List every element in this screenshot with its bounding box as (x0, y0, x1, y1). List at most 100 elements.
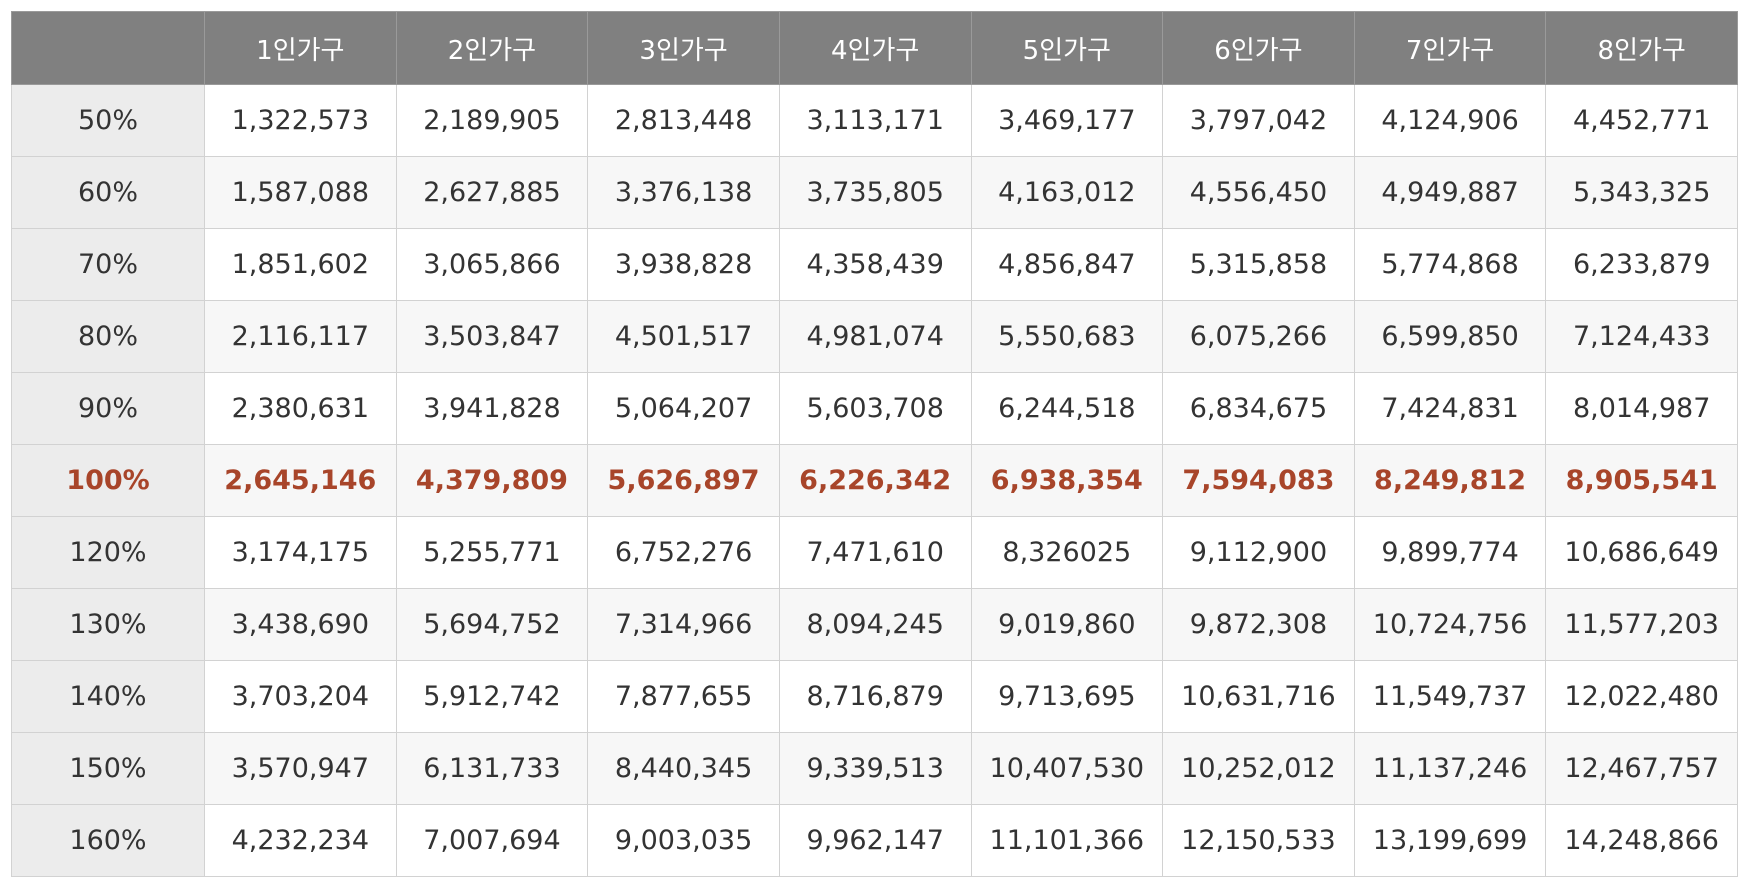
value-cell: 11,101,366 (970, 804, 1164, 877)
value-cell: 5,774,868 (1353, 228, 1547, 301)
table-row: 100% 2,645,146 4,379,809 5,626,897 6,226,342… (11, 444, 1738, 517)
row-label-cell: 100% (11, 444, 205, 517)
value-cell: 3,438,690 (204, 588, 397, 661)
table-body: 50% 1,322,573 2,189,905 2,813,448 3,113,171 3… (11, 84, 1738, 877)
value-cell: 10,407,530 (970, 732, 1164, 805)
value-cell: 7,424,831 (1353, 372, 1547, 445)
table-row: 120% 3,174,175 5,255,771 6,752,276 7,471,610… (11, 516, 1738, 589)
value-cell: 9,339,513 (778, 732, 972, 805)
header-row: 1인가구 2인가구 3인가구 4인가구 5인가구 6인가구 7인가구 8인가구 (11, 11, 1738, 85)
column-header-5: 5인가구 (970, 11, 1164, 85)
value-cell: 2,116,117 (204, 300, 397, 373)
table-row: 70% 1,851,602 3,065,866 3,938,828 4,358,439 4… (11, 228, 1738, 301)
value-cell: 6,075,266 (1162, 300, 1355, 373)
value-cell: 10,252,012 (1162, 732, 1355, 805)
row-label-cell: 160% (11, 804, 205, 877)
value-cell: 11,577,203 (1545, 588, 1738, 661)
value-cell: 3,376,138 (587, 156, 780, 229)
value-cell: 9,962,147 (778, 804, 972, 877)
column-header-8: 8인가구 (1545, 11, 1738, 85)
value-cell: 8,326025 (970, 516, 1164, 589)
value-cell: 4,949,887 (1353, 156, 1547, 229)
value-cell: 8,905,541 (1545, 444, 1738, 517)
value-cell: 5,550,683 (970, 300, 1164, 373)
table-row: 50% 1,322,573 2,189,905 2,813,448 3,113,171 3… (11, 84, 1738, 157)
value-cell: 2,813,448 (587, 84, 780, 157)
value-cell: 4,232,234 (204, 804, 397, 877)
column-header-7: 7인가구 (1353, 11, 1547, 85)
column-header-2: 2인가구 (395, 11, 589, 85)
value-cell: 3,735,805 (778, 156, 972, 229)
value-cell: 5,255,771 (395, 516, 589, 589)
value-cell: 9,003,035 (587, 804, 780, 877)
row-label-cell: 150% (11, 732, 205, 805)
value-cell: 9,872,308 (1162, 588, 1355, 661)
value-cell: 5,626,897 (587, 444, 780, 517)
value-cell: 4,501,517 (587, 300, 780, 373)
table-row: 150% 3,570,947 6,131,733 8,440,345 9,339,513… (11, 732, 1738, 805)
income-table: 1인가구 2인가구 3인가구 4인가구 5인가구 6인가구 7인가구 8인가구 50% 1,32… (11, 11, 1738, 877)
value-cell: 6,938,354 (970, 444, 1164, 517)
value-cell: 8,440,345 (587, 732, 780, 805)
value-cell: 8,716,879 (778, 660, 972, 733)
value-cell: 14,248,866 (1545, 804, 1738, 877)
value-cell: 3,469,177 (970, 84, 1164, 157)
value-cell: 7,877,655 (587, 660, 780, 733)
value-cell: 3,113,171 (778, 84, 972, 157)
row-label-cell: 90% (11, 372, 205, 445)
row-label-cell: 140% (11, 660, 205, 733)
value-cell: 1,587,088 (204, 156, 397, 229)
value-cell: 10,724,756 (1353, 588, 1547, 661)
value-cell: 1,851,602 (204, 228, 397, 301)
value-cell: 4,981,074 (778, 300, 972, 373)
value-cell: 5,603,708 (778, 372, 972, 445)
value-cell: 6,131,733 (395, 732, 589, 805)
value-cell: 7,594,083 (1162, 444, 1355, 517)
table-row: 60% 1,587,088 2,627,885 3,376,138 3,735,805 4… (11, 156, 1738, 229)
table-row: 160% 4,232,234 7,007,694 9,003,035 9,962,147… (11, 804, 1738, 877)
value-cell: 5,064,207 (587, 372, 780, 445)
value-cell: 5,694,752 (395, 588, 589, 661)
value-cell: 13,199,699 (1353, 804, 1547, 877)
income-table-wrapper: 1인가구 2인가구 3인가구 4인가구 5인가구 6인가구 7인가구 8인가구 50% 1,32… (11, 11, 1738, 877)
table-row: 80% 2,116,117 3,503,847 4,501,517 4,981,074 5… (11, 300, 1738, 373)
value-cell: 9,899,774 (1353, 516, 1547, 589)
table-row: 130% 3,438,690 5,694,752 7,314,966 8,094,245… (11, 588, 1738, 661)
table-header: 1인가구 2인가구 3인가구 4인가구 5인가구 6인가구 7인가구 8인가구 (11, 11, 1738, 85)
value-cell: 9,713,695 (970, 660, 1164, 733)
value-cell: 4,358,439 (778, 228, 972, 301)
value-cell: 8,094,245 (778, 588, 972, 661)
value-cell: 6,244,518 (970, 372, 1164, 445)
value-cell: 9,112,900 (1162, 516, 1355, 589)
value-cell: 5,912,742 (395, 660, 589, 733)
value-cell: 12,150,533 (1162, 804, 1355, 877)
value-cell: 10,631,716 (1162, 660, 1355, 733)
value-cell: 3,174,175 (204, 516, 397, 589)
value-cell: 6,599,850 (1353, 300, 1547, 373)
value-cell: 3,570,947 (204, 732, 397, 805)
value-cell: 6,752,276 (587, 516, 780, 589)
value-cell: 8,249,812 (1353, 444, 1547, 517)
value-cell: 3,938,828 (587, 228, 780, 301)
value-cell: 11,549,737 (1353, 660, 1547, 733)
value-cell: 2,189,905 (395, 84, 589, 157)
value-cell: 4,856,847 (970, 228, 1164, 301)
value-cell: 5,343,325 (1545, 156, 1738, 229)
table-row: 90% 2,380,631 3,941,828 5,064,207 5,603,708 6… (11, 372, 1738, 445)
value-cell: 3,503,847 (395, 300, 589, 373)
value-cell: 10,686,649 (1545, 516, 1738, 589)
value-cell: 1,322,573 (204, 84, 397, 157)
value-cell: 2,627,885 (395, 156, 589, 229)
value-cell: 2,645,146 (204, 444, 397, 517)
value-cell: 12,022,480 (1545, 660, 1738, 733)
row-label-cell: 60% (11, 156, 205, 229)
value-cell: 4,124,906 (1353, 84, 1547, 157)
value-cell: 3,797,042 (1162, 84, 1355, 157)
value-cell: 3,703,204 (204, 660, 397, 733)
value-cell: 4,379,809 (395, 444, 589, 517)
value-cell: 11,137,246 (1353, 732, 1547, 805)
value-cell: 7,007,694 (395, 804, 589, 877)
value-cell: 5,315,858 (1162, 228, 1355, 301)
header-corner-cell (11, 11, 205, 85)
row-label-cell: 130% (11, 588, 205, 661)
